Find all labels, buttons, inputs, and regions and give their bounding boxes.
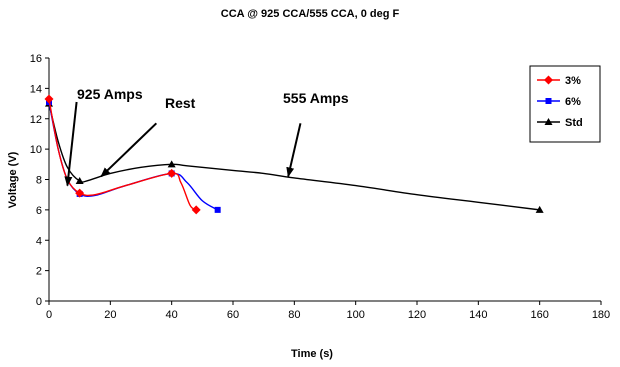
series-line	[48, 98, 197, 211]
x-tick-label: 180	[592, 309, 610, 321]
x-axis-label: Time (s)	[291, 348, 333, 360]
y-axis-label: Voltage (V)	[7, 151, 19, 208]
legend: 3% 6% Std	[529, 65, 601, 143]
annotation-label: 555 Amps	[283, 90, 349, 106]
x-tick-label: 0	[46, 309, 52, 321]
legend-marker	[545, 98, 552, 104]
series-3	[44, 94, 201, 215]
x-axis-ticks: 0 20 40 60 80 100 120 140 160 180	[46, 301, 610, 321]
series-6	[46, 99, 221, 213]
y-axis-ticks: 0 2 4 6 8 10 12 14 16	[30, 53, 49, 308]
annotation-arrow	[64, 101, 78, 187]
y-tick-label: 8	[36, 175, 42, 187]
data-point	[75, 188, 85, 198]
legend-entry: 6%	[537, 96, 581, 108]
data-point	[214, 206, 221, 213]
data-point	[191, 205, 201, 215]
y-tick-label: 14	[30, 83, 42, 95]
annotations-layer: 925 Amps Rest 555 Amps	[64, 86, 349, 187]
y-tick-label: 6	[36, 205, 42, 217]
annotation-label: 925 Amps	[77, 86, 143, 102]
y-tick-label: 16	[30, 53, 42, 65]
x-tick-label: 100	[346, 309, 364, 321]
legend-entry: 3%	[537, 75, 581, 87]
x-tick-label: 20	[104, 309, 116, 321]
x-tick-label: 120	[408, 309, 426, 321]
legend-label: Std	[565, 117, 583, 129]
y-tick-label: 0	[36, 296, 42, 308]
x-tick-label: 60	[227, 309, 239, 321]
data-point	[44, 94, 54, 104]
chart-title: CCA @ 925 CCA/555 CCA, 0 deg F	[221, 8, 400, 20]
annotation-label: Rest	[165, 95, 196, 111]
data-point	[167, 168, 177, 178]
legend-label: 6%	[565, 96, 581, 108]
legend-marker	[544, 75, 553, 85]
data-point	[535, 205, 544, 213]
data-point	[75, 177, 84, 185]
y-tick-label: 10	[30, 144, 42, 156]
x-tick-label: 140	[469, 309, 487, 321]
legend-box	[529, 65, 601, 143]
x-tick-label: 40	[166, 309, 178, 321]
x-tick-label: 160	[530, 309, 548, 321]
legend-entry: Std	[537, 117, 583, 129]
series-std	[45, 99, 544, 213]
y-tick-label: 4	[36, 235, 42, 247]
series-line	[48, 103, 540, 211]
data-point	[167, 160, 176, 168]
annotation-arrow	[286, 123, 302, 178]
series-layer	[44, 94, 544, 215]
annotation-arrow	[100, 122, 158, 178]
legend-marker	[544, 118, 553, 125]
y-tick-label: 12	[30, 114, 42, 126]
y-tick-label: 2	[36, 266, 42, 278]
x-tick-label: 80	[288, 309, 300, 321]
legend-label: 3%	[565, 75, 581, 87]
